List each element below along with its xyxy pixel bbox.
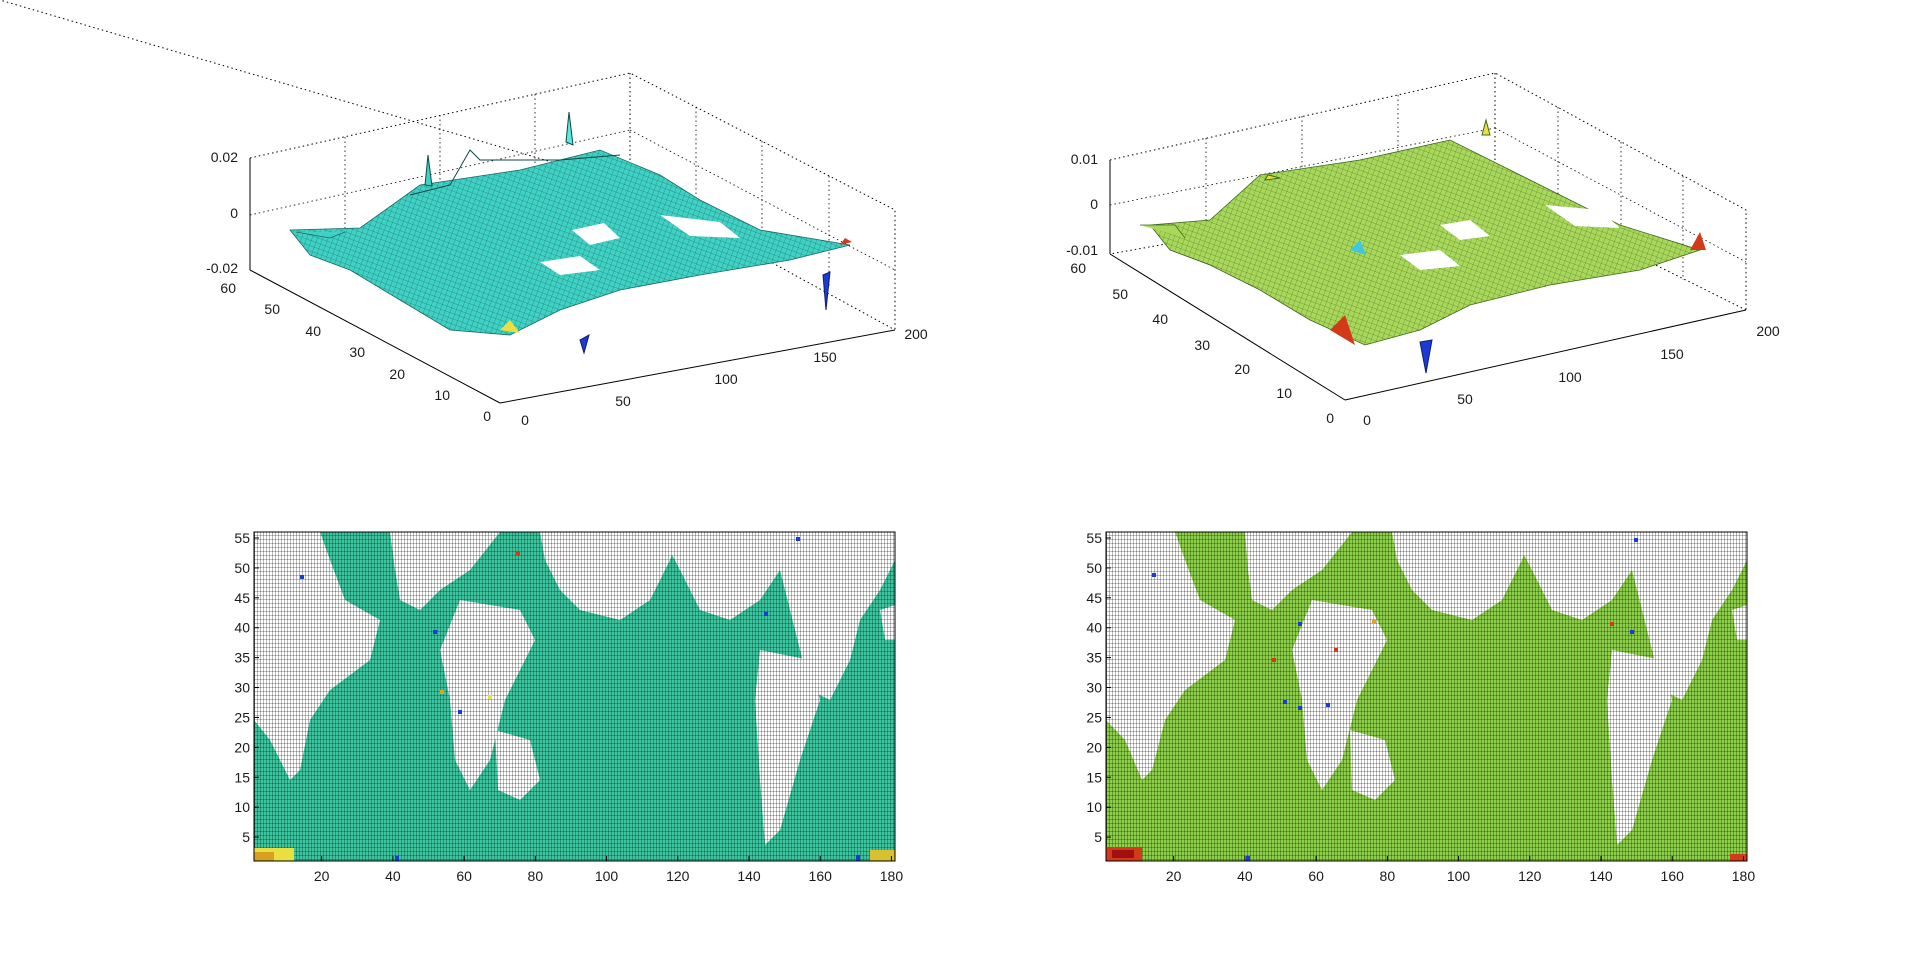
xtick-label: 120 [1518, 868, 1542, 884]
xtick-label: 140 [1589, 868, 1613, 884]
xtick-label: 80 [1380, 868, 1396, 884]
ztick-labels: 0.02 0 -0.02 [206, 149, 238, 276]
xtick-label: 60 [456, 868, 472, 884]
ytick-label: 5 [242, 829, 250, 845]
ytick-label: 55 [1086, 530, 1102, 546]
ytick-label: 15 [1086, 769, 1102, 785]
heatmap-right: 5 10 15 20 25 30 35 40 45 50 55 20 40 60 80 100 120 140 1… [1086, 530, 1755, 884]
ytick-label: 0 [1326, 410, 1334, 426]
xtick-label: 100 [1558, 369, 1582, 385]
xtick-label: 100 [595, 868, 619, 884]
xtick-label: 140 [737, 868, 761, 884]
surface-plot-right: 0.01 0 -0.01 60 50 40 30 20 10 0 0 50 10… [1066, 72, 1780, 428]
xtick-label: 50 [1457, 391, 1473, 407]
ytick-label: 55 [234, 530, 250, 546]
heatmap-left: 5 10 15 20 25 30 35 40 45 50 55 20 40 60 80 100 120 140 1… [234, 530, 903, 884]
ytick-label: 20 [1086, 739, 1102, 755]
xtick-label: 100 [1447, 868, 1471, 884]
xtick-label: 160 [809, 868, 833, 884]
surface-mesh [289, 111, 852, 355]
ytick-label: 50 [234, 560, 250, 576]
ytick-label: 60 [1070, 260, 1086, 276]
ytick-label: 35 [234, 650, 250, 666]
surface-plot-left: 0.02 0 -0.02 60 50 40 30 20 10 0 0 50 10… [0, 0, 928, 428]
xtick-labels: 0 50 100 150 200 [1363, 323, 1780, 428]
ytick-label: 50 [1112, 286, 1128, 302]
ytick-label: 50 [1086, 560, 1102, 576]
xtick-labels: 20 40 60 80 100 120 140 160 180 [314, 856, 903, 884]
xtick-label: 100 [714, 371, 738, 387]
ytick-label: 30 [349, 344, 365, 360]
xtick-label: 0 [521, 412, 529, 428]
ytick-labels: 60 50 40 30 20 10 0 [1070, 260, 1334, 426]
ytick-label: 30 [234, 680, 250, 696]
ytick-label: 0 [483, 408, 491, 424]
xtick-label: 40 [1237, 868, 1253, 884]
ytick-label: 40 [1152, 311, 1168, 327]
ytick-label: 10 [1086, 799, 1102, 815]
xtick-label: 120 [666, 868, 690, 884]
ztick-label: -0.02 [206, 260, 238, 276]
ytick-label: 45 [1086, 590, 1102, 606]
xtick-label: 180 [1732, 868, 1756, 884]
xtick-label: 0 [1363, 412, 1371, 428]
plot-frame [253, 531, 896, 862]
ytick-label: 10 [434, 387, 450, 403]
xtick-labels: 0 50 100 150 200 [521, 326, 928, 428]
xtick-labels: 20 40 60 80 100 120 140 160 180 [1166, 856, 1755, 884]
ztick-label: 0.02 [211, 149, 238, 165]
axis-lines [249, 158, 896, 404]
grid-overlay [1106, 532, 1747, 861]
ytick-label: 45 [234, 590, 250, 606]
xtick-label: 200 [904, 326, 928, 342]
xtick-label: 160 [1661, 868, 1685, 884]
ytick-label: 10 [1276, 385, 1292, 401]
ytick-label: 20 [234, 739, 250, 755]
ytick-label: 35 [1086, 650, 1102, 666]
xtick-label: 20 [1166, 868, 1182, 884]
xtick-label: 60 [1308, 868, 1324, 884]
xtick-label: 150 [1660, 346, 1684, 362]
ztick-label: -0.01 [1066, 242, 1098, 258]
surface-mesh [1140, 118, 1706, 374]
axis-lines [1109, 160, 1747, 401]
anomaly-cells [254, 537, 895, 861]
ytick-label: 40 [305, 323, 321, 339]
xtick-label: 50 [615, 393, 631, 409]
ytick-label: 10 [234, 799, 250, 815]
ztick-label: 0.01 [1071, 151, 1098, 167]
ytick-label: 30 [1194, 337, 1210, 353]
anomaly-cells [1106, 538, 1747, 861]
ytick-label: 40 [234, 620, 250, 636]
grid-lines [1109, 95, 1747, 280]
xtick-label: 200 [1756, 323, 1780, 339]
xtick-label: 80 [528, 868, 544, 884]
ytick-label: 15 [234, 769, 250, 785]
ytick-label: 20 [389, 366, 405, 382]
xtick-label: 20 [314, 868, 330, 884]
ytick-label: 50 [264, 301, 280, 317]
ytick-label: 30 [1086, 680, 1102, 696]
ytick-labels: 60 50 40 30 20 10 0 [220, 280, 491, 424]
ytick-label: 25 [234, 709, 250, 725]
ytick-labels: 5 10 15 20 25 30 35 40 45 50 55 [1086, 530, 1111, 845]
ztick-label: 0 [230, 205, 238, 221]
grid-lines [249, 94, 896, 288]
ytick-label: 40 [1086, 620, 1102, 636]
xtick-label: 180 [880, 868, 904, 884]
ztick-label: 0 [1090, 196, 1098, 212]
plot-frame [1105, 531, 1748, 862]
ztick-labels: 0.01 0 -0.01 [1066, 151, 1098, 258]
ytick-label: 25 [1086, 709, 1102, 725]
grid-overlay [254, 532, 895, 861]
xtick-label: 40 [385, 868, 401, 884]
ytick-label: 20 [1234, 361, 1250, 377]
ytick-label: 5 [1094, 829, 1102, 845]
ytick-labels: 5 10 15 20 25 30 35 40 45 50 55 [234, 530, 259, 845]
xtick-label: 150 [813, 349, 837, 365]
ytick-label: 60 [220, 280, 236, 296]
